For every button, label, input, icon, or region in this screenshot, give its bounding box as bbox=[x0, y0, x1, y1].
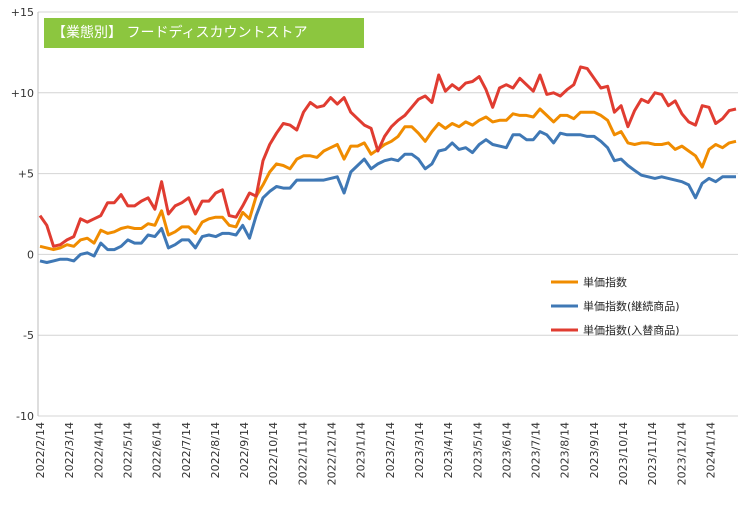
x-tick-label: 2023/12/14 bbox=[675, 422, 688, 485]
y-tick-label: -5 bbox=[23, 329, 34, 342]
x-axis-ticks: 2022/2/14 2022/3/14 2022/4/14 2022/5/14 2022… bbox=[34, 422, 717, 485]
x-tick-label: 2023/4/14 bbox=[442, 422, 455, 478]
x-tick-label: 2022/11/14 bbox=[296, 422, 309, 485]
x-tick-label: 2022/2/14 bbox=[34, 422, 47, 478]
x-tick-label: 2023/7/14 bbox=[530, 422, 543, 478]
x-tick-label: 2023/8/14 bbox=[559, 422, 572, 478]
legend-label: 単価指数(継続商品) bbox=[583, 299, 680, 313]
legend-label: 単価指数 bbox=[583, 275, 627, 289]
series-line bbox=[38, 65, 737, 248]
x-tick-label: 2023/5/14 bbox=[471, 422, 484, 478]
series-line bbox=[39, 107, 737, 252]
x-tick-label: 2023/1/14 bbox=[355, 422, 368, 478]
y-tick-label: -10 bbox=[16, 410, 34, 423]
x-tick-label: 2022/8/14 bbox=[209, 422, 222, 478]
y-tick-label: +10 bbox=[11, 87, 34, 100]
x-tick-label: 2022/5/14 bbox=[121, 422, 134, 478]
legend-label: 単価指数(入替商品) bbox=[583, 323, 680, 337]
x-tick-label: 2024/1/14 bbox=[704, 422, 717, 478]
x-tick-label: 2022/10/14 bbox=[267, 422, 280, 485]
x-tick-label: 2022/12/14 bbox=[326, 422, 339, 485]
y-tick-label: +15 bbox=[11, 6, 34, 19]
x-tick-label: 2022/6/14 bbox=[151, 422, 164, 478]
x-tick-label: 2022/9/14 bbox=[238, 422, 251, 478]
x-tick-label: 2023/3/14 bbox=[413, 422, 426, 478]
x-tick-label: 2023/11/14 bbox=[646, 422, 659, 485]
y-axis-ticks: +15 +10 +5 0 -5 -10 bbox=[11, 6, 34, 423]
chart-title: 【業態別】 フードディスカウントストア bbox=[44, 18, 364, 48]
x-tick-label: 2023/9/14 bbox=[588, 422, 601, 478]
x-tick-label: 2023/2/14 bbox=[384, 422, 397, 478]
x-tick-label: 2022/3/14 bbox=[63, 422, 76, 478]
x-tick-label: 2023/10/14 bbox=[617, 422, 630, 485]
x-tick-label: 2022/7/14 bbox=[180, 422, 193, 478]
x-tick-label: 2022/4/14 bbox=[92, 422, 105, 478]
y-tick-label: 0 bbox=[27, 248, 34, 261]
gridlines bbox=[37, 11, 738, 417]
y-tick-label: +5 bbox=[18, 168, 34, 181]
series-line bbox=[39, 130, 736, 264]
series-lines bbox=[38, 65, 737, 264]
x-tick-label: 2023/6/14 bbox=[500, 422, 513, 478]
